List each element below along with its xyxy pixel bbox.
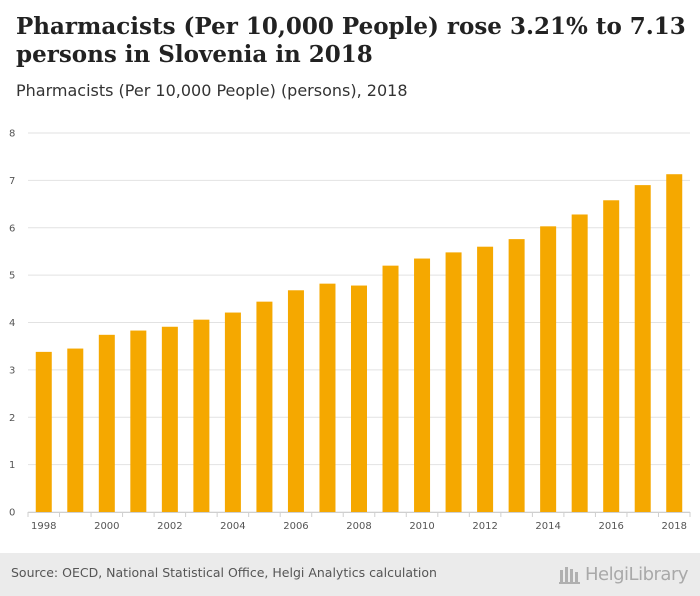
x-tick-label: 2016 [598, 521, 623, 532]
logo-text: HelgiLibrary [585, 563, 688, 585]
x-tick-label: 1998 [31, 521, 56, 532]
bar-2014[interactable] [540, 226, 557, 513]
bar-2016[interactable] [603, 200, 620, 512]
y-tick-label: 2 [9, 413, 15, 424]
x-tick-label: 2018 [662, 521, 687, 532]
bar-2010[interactable] [414, 258, 431, 512]
bar-2005[interactable] [256, 301, 273, 512]
source-note: Source: OECD, National Statistical Offic… [11, 565, 437, 580]
bar-2002[interactable] [161, 326, 178, 512]
bar-2008[interactable] [351, 285, 367, 512]
bar-2009[interactable] [382, 265, 399, 512]
chart-header: Pharmacists (Per 10,000 People) rose 3.2… [0, 0, 700, 113]
y-tick-label: 8 [9, 129, 15, 140]
bar-2001[interactable] [130, 330, 147, 512]
y-tick-label: 1 [9, 460, 15, 471]
bar-2018[interactable] [666, 174, 683, 512]
x-tick-label: 2010 [409, 521, 434, 532]
bar-2006[interactable] [287, 290, 304, 512]
x-tick-label: 2012 [472, 521, 497, 532]
chart-area: 0 1 2 3 4 5 6 7 8 1998 2000 2002 2004 2006 2008 2010 201… [0, 113, 700, 553]
chart-title: Pharmacists (Per 10,000 People) rose 3.2… [16, 13, 686, 68]
bar-2012[interactable] [477, 246, 494, 512]
x-tick-label: 2006 [283, 521, 308, 532]
library-building-icon [559, 567, 581, 584]
bar-1999[interactable] [67, 348, 84, 512]
bar-2017[interactable] [634, 185, 651, 513]
bar-1998[interactable] [35, 351, 52, 512]
y-tick-label: 0 [9, 508, 15, 519]
bar-2000[interactable] [98, 334, 115, 512]
bar-2004[interactable] [224, 312, 241, 512]
y-tick-label: 7 [9, 176, 15, 187]
chart-footer: Source: OECD, National Statistical Offic… [0, 553, 700, 596]
y-tick-label: 6 [9, 223, 15, 234]
bar-chart: 0 1 2 3 4 5 6 7 8 1998 2000 2002 2004 2006 2008 2010 201… [9, 129, 691, 532]
x-tick-label: 2000 [94, 521, 119, 532]
helgi-library-logo[interactable]: HelgiLibrary [559, 561, 688, 587]
y-tick-label: 4 [9, 318, 15, 329]
x-tick-label: 2004 [220, 521, 245, 532]
y-tick-label: 3 [9, 365, 15, 376]
bar-2007[interactable] [319, 283, 336, 512]
bar-2011[interactable] [445, 252, 462, 512]
bar-2015[interactable] [571, 214, 588, 513]
x-tick-label: 2014 [535, 521, 560, 532]
bar-2013[interactable] [508, 239, 525, 512]
x-tick-label: 2008 [346, 521, 371, 532]
bar-2003[interactable] [193, 319, 210, 512]
chart-subtitle: Pharmacists (Per 10,000 People) (persons… [16, 81, 408, 100]
x-tick-label: 2002 [157, 521, 182, 532]
y-tick-label: 5 [9, 271, 15, 282]
